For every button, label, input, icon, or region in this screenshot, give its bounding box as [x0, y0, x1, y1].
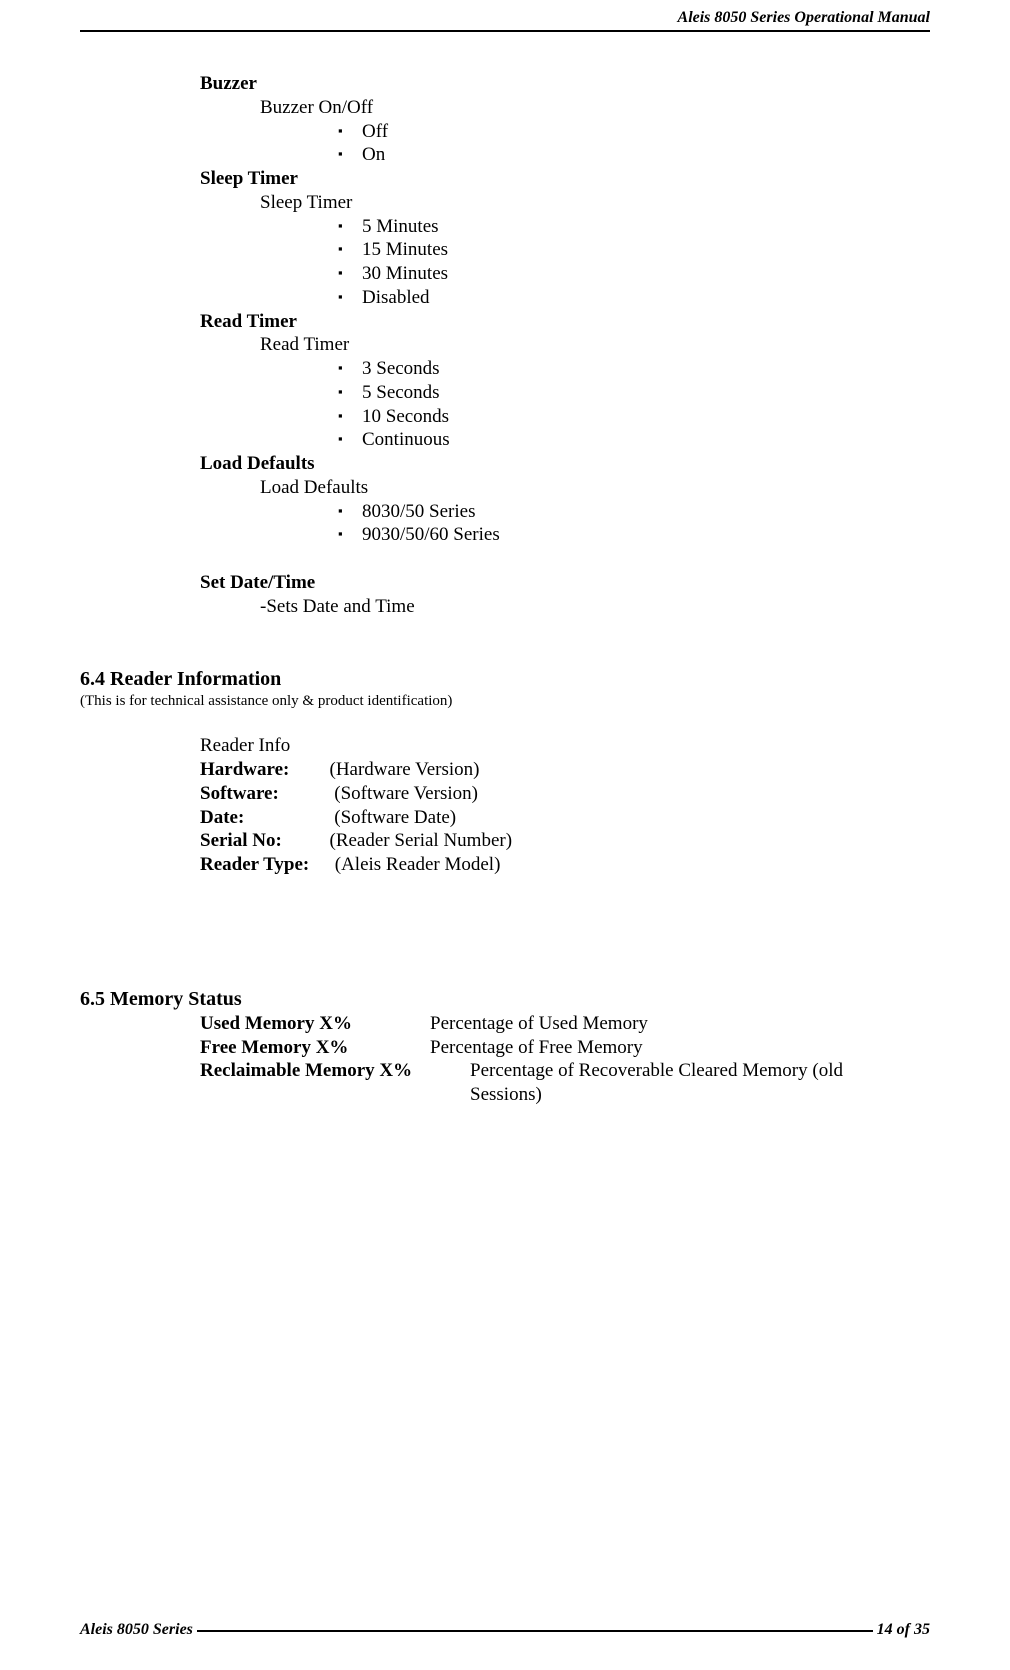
info-label: Reader Type — [200, 854, 303, 875]
info-label: Hardware — [200, 759, 283, 780]
info-label: Date — [200, 807, 238, 828]
header-rule — [80, 30, 930, 32]
main-content: Buzzer Buzzer On/Off Off On Sleep Timer … — [80, 72, 930, 1107]
info-row: Hardware: (Hardware Version) — [200, 758, 930, 782]
sleep-item: 30 Minutes — [338, 262, 930, 286]
reader-info-heading: 6.4 Reader Information — [80, 667, 930, 692]
defaults-heading: Load Defaults — [200, 452, 930, 476]
buzzer-sub: Buzzer On/Off — [260, 96, 930, 120]
mem-desc: Percentage of Used Memory — [430, 1013, 648, 1034]
defaults-sub: Load Defaults — [260, 476, 930, 500]
info-value: (Aleis Reader Model) — [335, 854, 501, 875]
datetime-sub: -Sets Date and Time — [260, 595, 930, 619]
footer-right: 14 of 35 — [873, 1620, 930, 1640]
info-row: Reader Type: (Aleis Reader Model) — [200, 853, 930, 877]
info-row: Serial No: (Reader Serial Number) — [200, 829, 930, 853]
reader-info-intro: Reader Info — [200, 734, 930, 758]
sleep-item: 5 Minutes — [338, 215, 930, 239]
info-value: (Hardware Version) — [330, 759, 480, 780]
reader-info-note: (This is for technical assistance only &… — [80, 692, 930, 711]
buzzer-heading: Buzzer — [200, 72, 930, 96]
read-item: Continuous — [338, 428, 930, 452]
memory-heading: 6.5 Memory Status — [80, 987, 930, 1012]
mem-label: Reclaimable Memory X% — [200, 1059, 470, 1083]
info-row: Software: (Software Version) — [200, 782, 930, 806]
mem-desc: Percentage of Recoverable Cleared Memory… — [470, 1059, 890, 1107]
info-row: Date: (Software Date) — [200, 806, 930, 830]
mem-desc: Percentage of Free Memory — [430, 1037, 643, 1058]
read-sub: Read Timer — [260, 333, 930, 357]
sleep-sub: Sleep Timer — [260, 191, 930, 215]
mem-row: Reclaimable Memory X%Percentage of Recov… — [200, 1059, 930, 1107]
datetime-heading: Set Date/Time — [200, 571, 930, 595]
mem-label: Used Memory X% — [200, 1012, 430, 1036]
info-value: (Reader Serial Number) — [330, 830, 513, 851]
sleep-heading: Sleep Timer — [200, 167, 930, 191]
mem-row: Used Memory X%Percentage of Used Memory — [200, 1012, 930, 1036]
defaults-item: 8030/50 Series — [338, 500, 930, 524]
info-value: (Software Version) — [334, 783, 478, 804]
buzzer-item: Off — [338, 120, 930, 144]
sleep-item: 15 Minutes — [338, 238, 930, 262]
footer: Aleis 8050 Series 14 of 35 — [80, 1630, 930, 1640]
defaults-item: 9030/50/60 Series — [338, 523, 930, 547]
mem-row: Free Memory X%Percentage of Free Memory — [200, 1036, 930, 1060]
read-heading: Read Timer — [200, 310, 930, 334]
read-item: 10 Seconds — [338, 405, 930, 429]
buzzer-item: On — [338, 143, 930, 167]
read-item: 3 Seconds — [338, 357, 930, 381]
info-value: (Software Date) — [334, 807, 456, 828]
sleep-item: Disabled — [338, 286, 930, 310]
info-label: Serial No — [200, 830, 275, 851]
mem-label: Free Memory X% — [200, 1036, 430, 1060]
footer-left: Aleis 8050 Series — [80, 1620, 197, 1640]
read-item: 5 Seconds — [338, 381, 930, 405]
info-label: Software — [200, 783, 272, 804]
header-title: Aleis 8050 Series Operational Manual — [674, 8, 930, 28]
